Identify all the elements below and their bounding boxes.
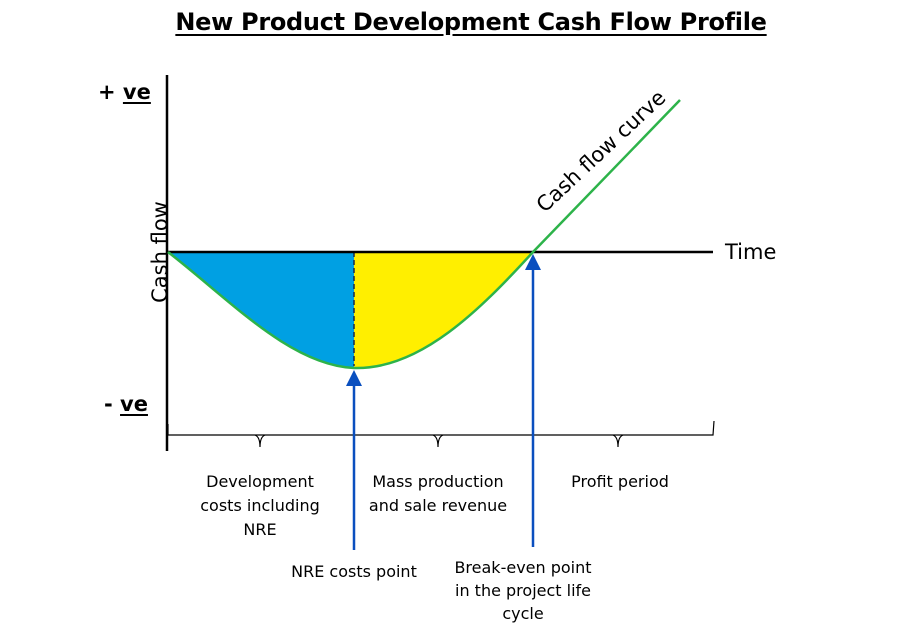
y-axis-label: Cash flow — [148, 201, 172, 303]
phase-mass-production: Mass production and sale revenue — [368, 472, 508, 515]
nre-costs-point-label: NRE costs point — [291, 562, 417, 581]
time-axis-label: Time — [725, 240, 777, 264]
negative-label: - ve — [104, 392, 148, 416]
phase-profit-period: Profit period — [571, 472, 669, 491]
diagram-title: New Product Development Cash Flow Profil… — [175, 8, 767, 36]
phase-brace — [167, 420, 715, 448]
development-cost-area — [168, 252, 354, 368]
break-even-arrow — [525, 254, 541, 547]
positive-label: + ve — [98, 80, 151, 104]
cash-flow-curve — [167, 99, 681, 370]
phase-development: Development costs including NRE — [200, 472, 320, 539]
revenue-area — [354, 252, 533, 369]
nre-costs-arrow — [346, 370, 362, 550]
break-even-point-label: Break-even point in the project life cyc… — [454, 558, 592, 623]
